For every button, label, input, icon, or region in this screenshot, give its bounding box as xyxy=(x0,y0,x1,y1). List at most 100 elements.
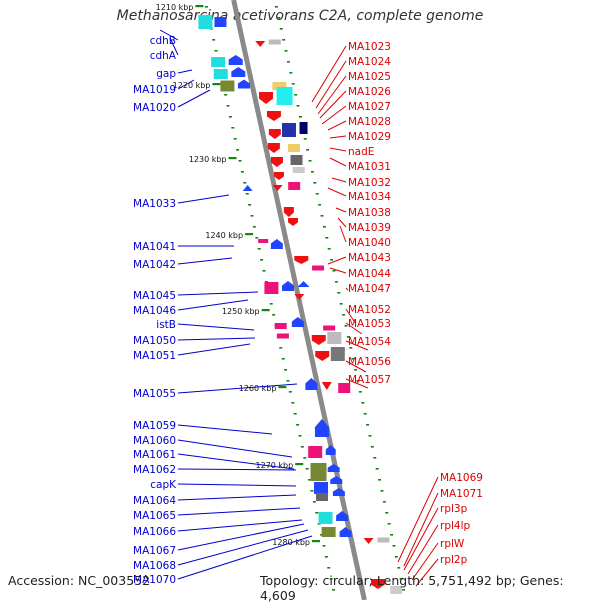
gene-box xyxy=(211,57,226,67)
tick-mark xyxy=(288,391,292,393)
gene-box xyxy=(292,167,305,173)
tick-mark xyxy=(334,281,338,283)
gene-label-left: MA1060 xyxy=(133,435,176,447)
gene-label-right: MA1039 xyxy=(348,222,391,234)
gene-box xyxy=(214,17,227,27)
tick-mark xyxy=(368,435,372,437)
connector-line xyxy=(337,217,347,228)
gene-arrowhead xyxy=(321,382,332,390)
gene-label-left: cdhB xyxy=(150,35,176,47)
gene-label-right: MA1038 xyxy=(348,207,391,219)
gene-label-left: MA1033 xyxy=(133,198,176,210)
tick-mark xyxy=(330,259,334,261)
tick-mark xyxy=(248,204,252,206)
tick-mark xyxy=(370,446,374,448)
connector-line xyxy=(315,60,347,109)
gene-label-right: MA1071 xyxy=(440,488,483,500)
gene-arrow xyxy=(267,143,280,153)
gene-label-right: MA1052 xyxy=(348,304,391,316)
tick-mark xyxy=(284,50,288,52)
tick-mark xyxy=(327,248,331,250)
tick-mark xyxy=(382,501,386,503)
gene-label-left: MA1062 xyxy=(133,464,176,476)
gene-label-right: MA1043 xyxy=(348,252,391,264)
tick-mark xyxy=(279,28,283,30)
feature-layer xyxy=(198,15,403,594)
tick-mark xyxy=(392,545,396,547)
gene-arrow xyxy=(305,378,318,390)
gene-arrow xyxy=(370,579,385,589)
connector-line xyxy=(329,267,347,274)
gene-box xyxy=(276,333,289,339)
gene-label-left: MA1064 xyxy=(133,495,176,507)
tick-mark xyxy=(243,182,247,184)
tick-mark xyxy=(324,556,328,558)
gene-box xyxy=(299,122,308,134)
tick-mark xyxy=(402,589,406,591)
tick-mark xyxy=(293,413,297,415)
tick-mark xyxy=(390,534,394,536)
gene-arrow xyxy=(327,464,340,472)
tick-mark xyxy=(373,457,377,459)
connector-line xyxy=(177,257,233,265)
gene-label-right: rpl3p xyxy=(440,503,468,515)
kbp-label: 1210 kbp xyxy=(156,3,194,12)
gene-label-right: rpl2p xyxy=(440,554,468,566)
connector-line xyxy=(345,308,357,325)
connector-line xyxy=(345,340,369,351)
gene-arrow xyxy=(259,92,274,104)
tick-mark xyxy=(284,369,288,371)
kbp-label: 1230 kbp xyxy=(189,155,227,164)
gene-arrow xyxy=(281,281,294,291)
connector-line xyxy=(177,439,293,458)
gene-arrowhead xyxy=(272,185,283,191)
connector-line xyxy=(177,468,297,471)
connector-line xyxy=(411,542,439,581)
gene-label-right: MA1057 xyxy=(348,374,391,386)
tick-mark xyxy=(380,490,384,492)
connector-line xyxy=(345,322,363,335)
tick-mark xyxy=(289,72,293,74)
gene-label-left: MA1051 xyxy=(133,350,176,362)
tick-mark xyxy=(308,160,312,162)
gene-box xyxy=(288,182,301,190)
tick-mark xyxy=(298,435,302,437)
gene-box xyxy=(290,155,303,165)
tick-mark xyxy=(310,171,314,173)
gene-label-left: MA1041 xyxy=(133,241,176,253)
tick-mark xyxy=(228,116,232,118)
connector-line xyxy=(403,507,439,571)
connector-layer xyxy=(159,29,439,587)
gene-label-left: MA1050 xyxy=(133,335,176,347)
tick-mark xyxy=(282,39,286,41)
tick-mark xyxy=(233,138,237,140)
connector-line xyxy=(329,157,347,167)
gene-arrow xyxy=(339,527,352,537)
connector-line xyxy=(345,360,367,373)
tick-mark xyxy=(303,138,307,140)
gene-arrow xyxy=(314,419,329,437)
tick-mark xyxy=(272,314,276,316)
gene-arrow xyxy=(231,67,246,77)
gene-label-right: MA1053 xyxy=(348,318,391,330)
gene-box xyxy=(308,446,323,458)
gene-label-right: MA1027 xyxy=(348,101,391,113)
kbp-label: 1260 kbp xyxy=(239,384,277,393)
gene-label-left: capK xyxy=(150,479,177,491)
gene-arrowhead xyxy=(242,185,253,191)
tick-mark xyxy=(313,182,317,184)
tick-mark xyxy=(354,369,358,371)
gene-label-right: MA1056 xyxy=(348,356,391,368)
tick-mark xyxy=(291,402,295,404)
tick-mark xyxy=(240,171,244,173)
tick-mark xyxy=(375,468,379,470)
kbp-tick-mark xyxy=(278,386,287,389)
connector-line xyxy=(177,323,255,331)
tick-mark xyxy=(318,204,322,206)
gene-box xyxy=(213,69,228,79)
tick-mark xyxy=(255,237,259,239)
kbp-tick-mark xyxy=(212,83,221,86)
connector-line xyxy=(407,524,439,575)
connector-line xyxy=(177,337,256,341)
connector-line xyxy=(177,291,259,296)
